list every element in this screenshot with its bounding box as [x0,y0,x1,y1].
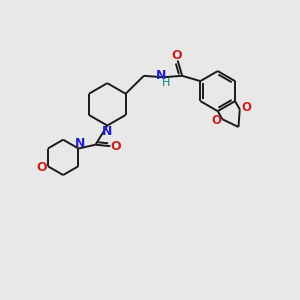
Text: O: O [172,49,182,62]
Text: N: N [75,137,85,150]
Text: N: N [102,125,112,138]
Text: O: O [110,140,121,153]
Text: H: H [162,78,170,88]
Text: N: N [156,69,167,82]
Text: O: O [241,101,251,114]
Text: O: O [36,161,47,174]
Text: O: O [211,114,221,127]
